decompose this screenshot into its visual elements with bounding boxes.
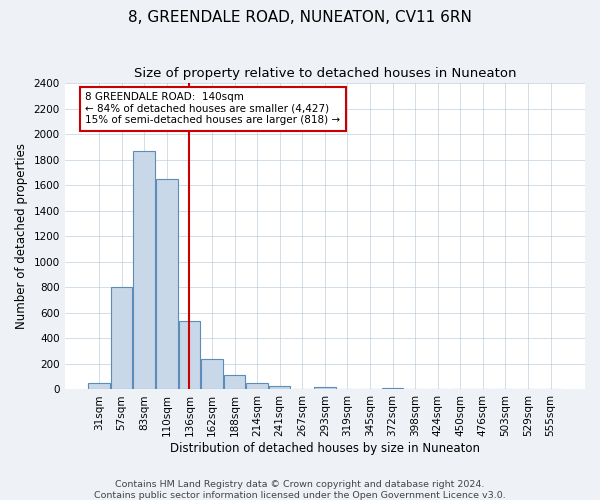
Bar [269,386,290,390]
Bar [179,320,200,390]
Bar [201,360,223,390]
Bar [88,383,110,390]
Bar [156,179,178,390]
X-axis label: Distribution of detached houses by size in Nuneaton: Distribution of detached houses by size … [170,442,480,455]
Text: 8, GREENDALE ROAD, NUNEATON, CV11 6RN: 8, GREENDALE ROAD, NUNEATON, CV11 6RN [128,10,472,25]
Bar [133,150,155,390]
Bar [111,288,133,390]
Bar [382,388,403,390]
Bar [224,376,245,390]
Bar [247,383,268,390]
Bar [314,387,335,390]
Text: 8 GREENDALE ROAD:  140sqm
← 84% of detached houses are smaller (4,427)
15% of se: 8 GREENDALE ROAD: 140sqm ← 84% of detach… [85,92,341,126]
Y-axis label: Number of detached properties: Number of detached properties [15,144,28,330]
Title: Size of property relative to detached houses in Nuneaton: Size of property relative to detached ho… [134,68,516,80]
Text: Contains HM Land Registry data © Crown copyright and database right 2024.
Contai: Contains HM Land Registry data © Crown c… [94,480,506,500]
